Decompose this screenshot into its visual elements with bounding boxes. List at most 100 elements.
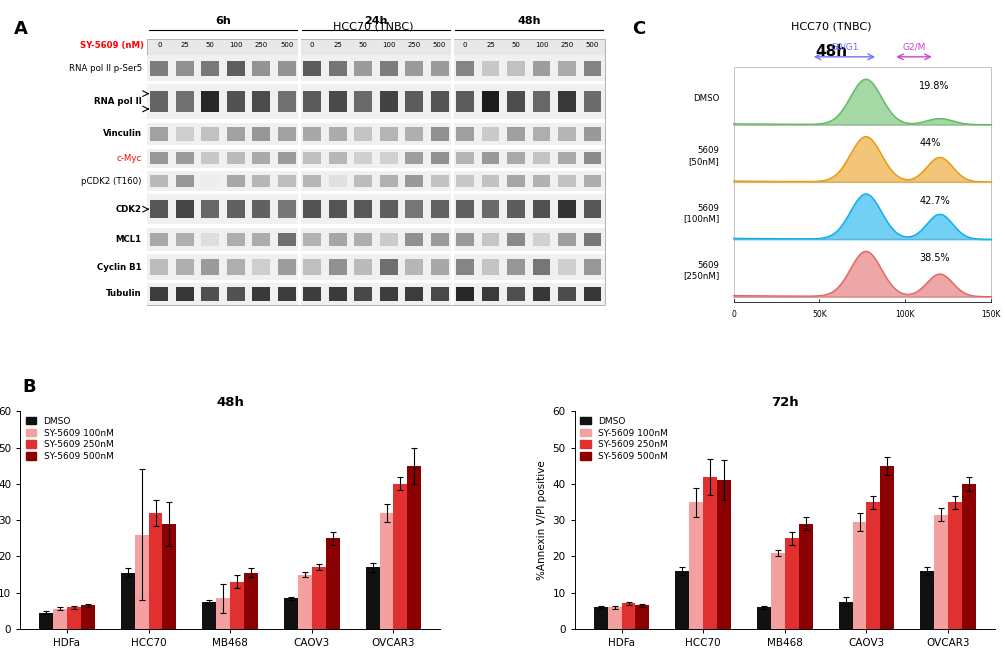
- Bar: [252, 127, 270, 140]
- Bar: [481, 260, 499, 275]
- Bar: [216, 598, 230, 629]
- Bar: [450, 39, 454, 306]
- Bar: [962, 484, 976, 629]
- Bar: [53, 609, 67, 629]
- Bar: [176, 175, 194, 187]
- Bar: [304, 91, 321, 112]
- Bar: [508, 233, 525, 246]
- Bar: [431, 260, 448, 275]
- Bar: [584, 287, 601, 301]
- Bar: [405, 175, 423, 187]
- Bar: [201, 127, 219, 140]
- Bar: [329, 287, 347, 301]
- Bar: [329, 260, 347, 275]
- Bar: [227, 233, 244, 246]
- Bar: [284, 598, 297, 629]
- Bar: [380, 91, 398, 112]
- Bar: [147, 194, 605, 224]
- Bar: [456, 260, 474, 275]
- Text: 5609
[250nM]: 5609 [250nM]: [682, 261, 719, 280]
- Bar: [151, 233, 168, 246]
- Bar: [508, 175, 525, 187]
- Bar: [380, 127, 398, 140]
- Bar: [252, 200, 270, 218]
- Text: 500: 500: [586, 42, 599, 48]
- Text: 100: 100: [382, 42, 395, 48]
- Text: DMSO: DMSO: [692, 94, 719, 103]
- Bar: [147, 56, 605, 82]
- Bar: [431, 153, 448, 165]
- Bar: [151, 200, 168, 218]
- Legend: DMSO, SY-5609 100nM, SY-5609 250nM, SY-5609 500nM: DMSO, SY-5609 100nM, SY-5609 250nM, SY-5…: [24, 416, 115, 462]
- Bar: [380, 513, 393, 629]
- Text: 50: 50: [512, 42, 521, 48]
- Bar: [147, 224, 605, 228]
- Bar: [456, 200, 474, 218]
- Bar: [508, 287, 525, 301]
- Bar: [608, 607, 622, 629]
- Bar: [405, 91, 423, 112]
- Bar: [405, 200, 423, 218]
- Bar: [405, 260, 423, 275]
- Bar: [456, 287, 474, 301]
- Bar: [277, 287, 295, 301]
- Bar: [149, 513, 163, 629]
- Bar: [329, 91, 347, 112]
- Bar: [227, 200, 244, 218]
- Bar: [558, 233, 576, 246]
- Bar: [297, 575, 312, 629]
- Bar: [151, 127, 168, 140]
- Bar: [481, 153, 499, 165]
- Bar: [558, 153, 576, 165]
- Bar: [431, 200, 448, 218]
- Bar: [431, 91, 448, 112]
- Bar: [151, 175, 168, 187]
- Text: B: B: [22, 378, 36, 396]
- Bar: [147, 171, 605, 191]
- Bar: [201, 260, 219, 275]
- Bar: [533, 61, 551, 76]
- Bar: [67, 607, 80, 629]
- Bar: [201, 61, 219, 76]
- Bar: [354, 61, 372, 76]
- Text: 50: 50: [359, 42, 368, 48]
- Bar: [839, 601, 852, 629]
- Bar: [380, 287, 398, 301]
- Bar: [558, 260, 576, 275]
- Bar: [201, 175, 219, 187]
- Bar: [277, 91, 295, 112]
- Bar: [481, 127, 499, 140]
- Bar: [757, 607, 771, 629]
- Bar: [329, 200, 347, 218]
- Bar: [558, 175, 576, 187]
- Bar: [252, 233, 270, 246]
- Bar: [176, 287, 194, 301]
- Bar: [176, 127, 194, 140]
- Bar: [121, 573, 135, 629]
- Bar: [176, 153, 194, 165]
- Text: SY-5609 (nM): SY-5609 (nM): [79, 41, 144, 50]
- Bar: [456, 127, 474, 140]
- Bar: [734, 67, 991, 302]
- Bar: [244, 573, 258, 629]
- Bar: [252, 91, 270, 112]
- Bar: [558, 287, 576, 301]
- Text: RNA pol II: RNA pol II: [93, 97, 142, 106]
- Bar: [380, 175, 398, 187]
- Bar: [304, 260, 321, 275]
- Bar: [431, 233, 448, 246]
- Bar: [163, 524, 176, 629]
- Text: 100: 100: [535, 42, 549, 48]
- Bar: [405, 153, 423, 165]
- Bar: [921, 571, 935, 629]
- Bar: [230, 582, 244, 629]
- Bar: [252, 287, 270, 301]
- Bar: [227, 287, 244, 301]
- Bar: [277, 260, 295, 275]
- Bar: [277, 127, 295, 140]
- Bar: [329, 127, 347, 140]
- Bar: [329, 61, 347, 76]
- Text: Vinculin: Vinculin: [103, 130, 142, 138]
- Bar: [252, 260, 270, 275]
- Bar: [584, 91, 601, 112]
